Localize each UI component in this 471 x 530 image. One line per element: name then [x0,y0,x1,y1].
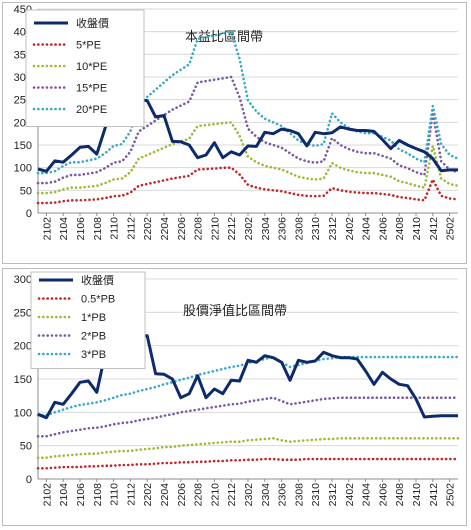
chart0-chart-title: 本益比區間帶 [185,29,263,44]
pb-band-chart-panel: 0 50 100 150 200 250 300 2102 2104 2106 2108 2110 21… [2,268,467,526]
chart1-x-tick-label-2312: 2312 [327,483,339,507]
chart1-legend-label-1: 0.5*PB [81,294,115,306]
chart1-series-line-1 [36,457,460,470]
chart1-x-tick-label-2102: 2102 [41,483,53,507]
chart1-chart-title: 股價淨值比區間帶 [183,303,287,318]
chart1-y-tick-label-100: 100 [14,407,32,419]
chart0-x-tick-label-2104: 2104 [58,217,70,241]
chart1-legend-box [30,271,146,369]
chart1-x-tick-label-2202: 2202 [142,483,154,507]
chart1-y-tick-label-300: 300 [14,274,32,286]
chart1-x-tick-label-2206: 2206 [176,483,188,507]
chart0-x-tick-label-2206: 2206 [176,217,188,241]
chart0-x-tick-label-2108: 2108 [92,217,104,241]
chart1-y-tick-label-200: 200 [14,341,32,353]
chart1-x-tick-label-2410: 2410 [411,483,423,507]
chart1-x-tick-label-2310: 2310 [310,483,322,507]
chart1-x-tick-label-2304: 2304 [260,483,272,507]
chart1-x-tick-label-2308: 2308 [293,483,305,507]
chart0-x-tick-label-2208: 2208 [193,217,205,241]
chart1-x-tick-label-2106: 2106 [75,483,87,507]
chart0-legend-box [25,9,145,127]
chart0-x-tick-label-2408: 2408 [394,217,406,241]
chart0-x-tick-label-2204: 2204 [159,217,171,241]
chart0-x-tick-label-2404: 2404 [361,217,373,241]
chart0-x-tick-label-2310: 2310 [310,217,322,241]
chart0-series-line-4 [36,30,460,175]
chart1-x-tick-label-2104: 2104 [58,483,70,507]
chart0-y-tick-label-50: 50 [20,185,32,197]
chart0-x-tick-label-2306: 2306 [277,217,289,241]
chart0-series-line-2 [36,120,460,195]
chart0-series-line-3 [36,75,460,185]
chart0-legend-label-4: 20*PE [76,104,107,116]
chart0-x-tick-label-2304: 2304 [260,217,272,241]
chart0-y-tick-label-100: 100 [14,163,32,175]
chart0-x-tick-label-2308: 2308 [293,217,305,241]
chart0-y-tick-label-150: 150 [14,140,32,152]
chart1-y-tick-label-0: 0 [26,474,32,486]
chart1-series-line-2 [36,436,460,459]
chart1-x-tick-label-2406: 2406 [377,483,389,507]
chart1-x-tick-label-2306: 2306 [277,483,289,507]
chart0-legend-label-1: 5*PE [76,40,101,52]
chart1-x-tick-label-2212: 2212 [226,483,238,507]
pe-band-chart-panel: 0 50 100 150 200 250 300 350 400 450 2102 2104 2106 2… [2,2,467,264]
chart0-x-tick-label-2212: 2212 [226,217,238,241]
chart0-legend-label-0: 收盤價 [76,16,109,30]
chart0-x-tick-label-2106: 2106 [75,217,87,241]
chart0-x-tick-label-2412: 2412 [428,217,440,241]
chart0-x-tick-label-2502: 2502 [445,217,457,241]
chart1-x-tick-label-2404: 2404 [361,483,373,507]
chart1-x-tick-label-2408: 2408 [394,483,406,507]
chart1-legend-label-3: 2*PB [81,331,106,343]
chart0-x-tick-label-2410: 2410 [411,217,423,241]
chart1-y-tick-label-50: 50 [20,441,32,453]
chart0-x-tick-label-2302: 2302 [243,217,255,241]
chart0-x-tick-label-2110: 2110 [109,217,121,240]
chart1-x-tick-label-2108: 2108 [92,483,104,507]
chart1-series-line-3 [36,396,460,438]
chart0-x-tick-label-2112: 2112 [125,217,137,240]
chart1-legend-label-4: 3*PB [81,349,106,361]
chart0-series-line-1 [36,166,460,205]
chart1-y-tick-label-150: 150 [14,374,32,386]
chart1-x-tick-label-2208: 2208 [193,483,205,507]
chart0-legend-label-2: 10*PE [76,61,107,73]
chart1-x-tick-label-2210: 2210 [209,483,221,507]
chart1-legend-label-2: 1*PB [81,312,106,324]
chart0-x-tick-label-2402: 2402 [344,217,356,241]
chart1-x-tick-label-2112: 2112 [125,483,137,506]
chart1-x-tick-label-2502: 2502 [445,483,457,507]
chart0-x-tick-label-2406: 2406 [377,217,389,241]
chart0-x-tick-label-2210: 2210 [209,217,221,241]
chart0-x-tick-label-2202: 2202 [142,217,154,241]
chart0-legend-label-3: 15*PE [76,83,107,95]
chart0-x-tick-label-2312: 2312 [327,217,339,241]
chart1-x-tick-label-2302: 2302 [243,483,255,507]
pb-band-chart: 0 50 100 150 200 250 300 2102 2104 2106 2108 2110 21… [14,271,460,507]
chart1-series-line-4 [36,355,460,417]
chart1-x-tick-label-2402: 2402 [344,483,356,507]
chart1-legend-label-0: 收盤價 [81,273,114,287]
chart1-x-tick-label-2204: 2204 [159,483,171,507]
chart1-x-tick-label-2412: 2412 [428,483,440,507]
chart0-x-tick-label-2102: 2102 [41,217,53,241]
chart0-y-tick-label-0: 0 [26,208,32,220]
chart1-x-tick-label-2110: 2110 [109,483,121,506]
chart1-y-tick-label-250: 250 [14,307,32,319]
